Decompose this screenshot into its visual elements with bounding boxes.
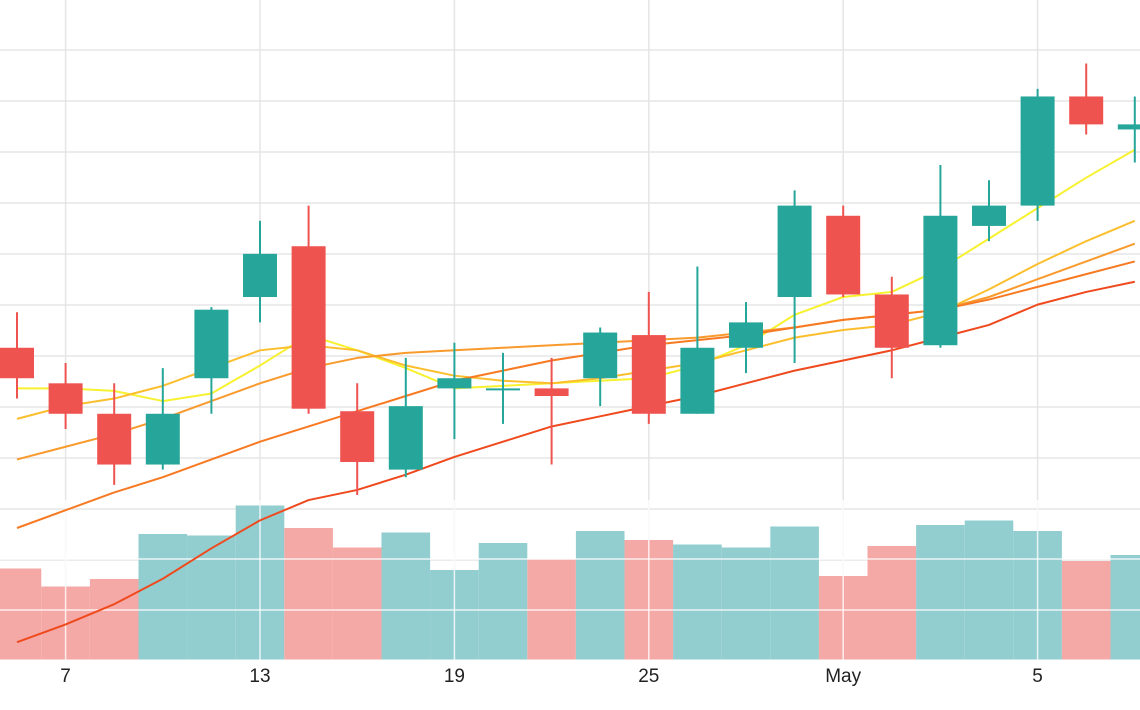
- volume-bar: [916, 525, 965, 660]
- candle: [680, 266, 715, 414]
- candle-body: [777, 205, 812, 297]
- moving-average-line: [16, 219, 1136, 420]
- candle: [340, 383, 375, 495]
- volume-bar: [332, 547, 382, 660]
- volume-bar: [187, 535, 236, 660]
- x-tick-label: 13: [249, 666, 270, 687]
- candle: [826, 205, 861, 297]
- candle-body: [826, 215, 861, 295]
- candle: [631, 291, 666, 424]
- candle: [729, 302, 763, 374]
- volume-bar: [770, 526, 819, 660]
- candle-body: [972, 205, 1006, 226]
- candle-body: [97, 413, 132, 465]
- volume-bar: [0, 568, 42, 660]
- moving-average-line: [16, 242, 1136, 461]
- candle-body: [874, 294, 909, 348]
- candle-body: [194, 309, 229, 379]
- volume-bar: [964, 520, 1014, 660]
- candle-body: [1117, 124, 1140, 130]
- candle: [48, 363, 83, 429]
- x-tick-label: 7: [60, 666, 71, 687]
- candle-body: [680, 347, 715, 414]
- candle: [583, 327, 618, 407]
- candle: [1020, 88, 1055, 221]
- candle: [874, 276, 909, 379]
- candle-body: [388, 406, 423, 470]
- candle-body: [486, 388, 520, 391]
- volume-bar: [89, 579, 139, 660]
- moving-average-line: [17, 148, 1136, 403]
- candle-body: [48, 383, 83, 414]
- volume-bar: [284, 528, 333, 660]
- candle: [145, 368, 180, 470]
- candle-body: [145, 413, 180, 465]
- volume-bar: [867, 546, 917, 660]
- candle-body: [534, 388, 569, 396]
- candle-body: [729, 322, 763, 348]
- candle: [388, 357, 423, 478]
- candle: [923, 165, 958, 348]
- candle: [0, 312, 34, 399]
- candle-body: [1069, 96, 1104, 125]
- volume-bar: [673, 544, 722, 660]
- candles: [0, 63, 1140, 495]
- candle-body: [923, 215, 958, 346]
- candle-body: [340, 411, 375, 462]
- candle-body: [631, 335, 666, 414]
- volume-bar: [721, 547, 771, 660]
- volume-bar: [381, 532, 431, 660]
- candle-body: [1020, 96, 1055, 206]
- x-tick-label: 25: [638, 666, 659, 687]
- candle: [534, 357, 569, 465]
- candle: [194, 307, 229, 414]
- candle: [1069, 63, 1104, 135]
- candle: [243, 220, 277, 323]
- candle: [291, 205, 326, 414]
- candle-body: [437, 378, 472, 389]
- moving-average-line: [16, 260, 1136, 529]
- candle: [777, 190, 812, 363]
- x-axis: 7 13 19 25 May 5: [0, 659, 1140, 687]
- candle: [486, 352, 520, 424]
- volume-bars: [0, 500, 1140, 660]
- candle-body: [583, 332, 618, 379]
- volume-bar: [575, 531, 625, 660]
- candle: [972, 180, 1006, 242]
- x-tick-label: May: [825, 666, 861, 687]
- volume-bar: [138, 534, 188, 660]
- candle-body: [0, 347, 34, 379]
- candle: [1117, 96, 1140, 163]
- candle-body: [291, 246, 326, 409]
- candle-body: [243, 253, 277, 297]
- x-tick-label: 5: [1032, 666, 1043, 687]
- candle: [437, 342, 472, 440]
- x-tick-label: 19: [444, 666, 465, 687]
- volume-bar: [478, 543, 528, 660]
- volume-bar: [1110, 555, 1140, 660]
- candle: [97, 383, 132, 485]
